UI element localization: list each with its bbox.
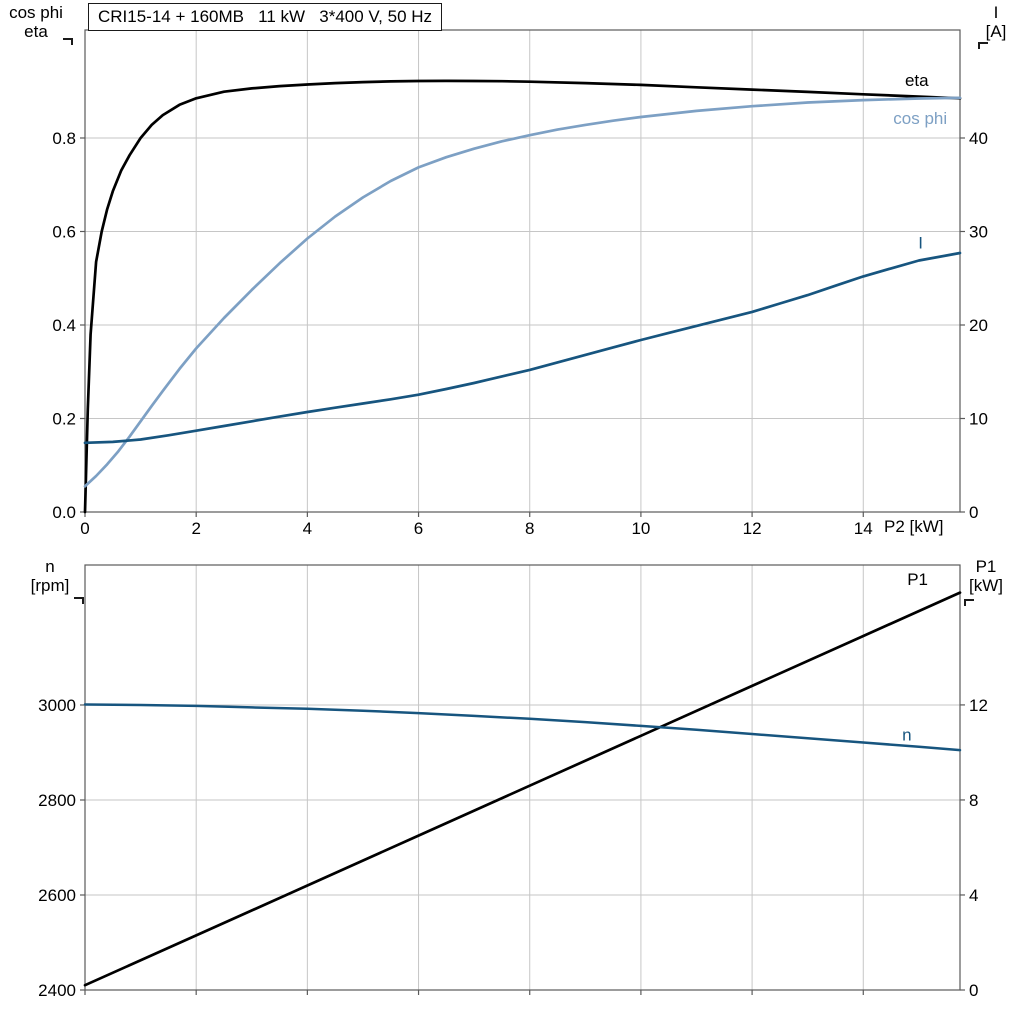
right-axis-unit-line2: [A] (985, 22, 1007, 41)
curve-P1 (83, 591, 962, 987)
x-axis-tick-label: 0 (80, 519, 89, 538)
y-right-tick-label: 40 (969, 129, 988, 148)
y-right-tick-label: 10 (969, 409, 988, 428)
left-axis-unit-line2: [rpm] (30, 576, 70, 595)
x-axis-tick-label: 2 (191, 519, 200, 538)
right-axis-unit-line2: [kW] (969, 576, 1003, 595)
top-chart-left-axis-unit: cos phi eta (0, 3, 72, 41)
curve-label-P1: P1 (907, 570, 928, 589)
y-left-tick-label: 2800 (38, 791, 76, 810)
top-chart-right-axis-unit: I [A] (972, 3, 1020, 41)
curve-label-n: n (902, 726, 911, 745)
y-left-tick-label: 2600 (38, 886, 76, 905)
axis-corner-mark (74, 597, 84, 604)
curve-speed-n (83, 703, 962, 752)
x-axis-tick-label: 6 (414, 519, 423, 538)
curve-label-I: I (918, 233, 923, 252)
curve-label-cos-phi: cos phi (893, 109, 947, 128)
x-axis-tick-label: 8 (525, 519, 534, 538)
y-right-tick-label: 4 (969, 886, 978, 905)
plot-border (84, 29, 961, 513)
right-axis-unit-line1: P1 (975, 557, 997, 576)
plot-border (84, 564, 961, 991)
curve-label-eta: eta (905, 71, 929, 90)
left-axis-unit-line1: n (45, 557, 55, 576)
left-axis-unit-line2: eta (24, 22, 48, 41)
y-left-tick-label: 0.8 (52, 129, 76, 148)
x-axis-tick-label: 4 (303, 519, 312, 538)
y-left-tick-label: 0.2 (52, 409, 76, 428)
curve-cos-phi (83, 96, 962, 488)
y-right-tick-label: 20 (969, 316, 988, 335)
chart-title-box: CRI15-14 + 160MB 11 kW 3*400 V, 50 Hz (88, 3, 443, 31)
curve-eta (83, 79, 962, 514)
bottom-chart-right-axis-unit: P1 [kW] (962, 557, 1010, 595)
right-axis-unit-line1: I (993, 3, 999, 22)
x-axis-tick-label: 14 (854, 519, 873, 538)
y-left-tick-label: 2400 (38, 981, 76, 1000)
x-axis-tick-label: 10 (631, 519, 650, 538)
y-left-tick-label: 0.6 (52, 222, 76, 241)
y-right-tick-label: 12 (969, 696, 988, 715)
y-left-tick-label: 0.4 (52, 316, 76, 335)
axis-corner-mark (978, 42, 988, 49)
y-right-tick-label: 30 (969, 222, 988, 241)
bottom-chart-left-axis-unit: n [rpm] (24, 557, 76, 595)
curve-current-I (83, 251, 962, 445)
y-right-tick-label: 8 (969, 791, 978, 810)
y-left-tick-label: 3000 (38, 696, 76, 715)
axis-corner-mark (964, 599, 974, 606)
y-right-tick-label: 0 (969, 981, 978, 1000)
y-right-tick-label: 0 (969, 503, 978, 522)
x-axis-unit-label: P2 [kW] (884, 517, 944, 536)
y-left-tick-label: 0.0 (52, 503, 76, 522)
chart-title: CRI15-14 + 160MB 11 kW 3*400 V, 50 Hz (98, 7, 433, 26)
left-axis-unit-line1: cos phi (9, 3, 63, 22)
x-axis-tick-label: 12 (743, 519, 762, 538)
axis-corner-mark (63, 38, 73, 45)
